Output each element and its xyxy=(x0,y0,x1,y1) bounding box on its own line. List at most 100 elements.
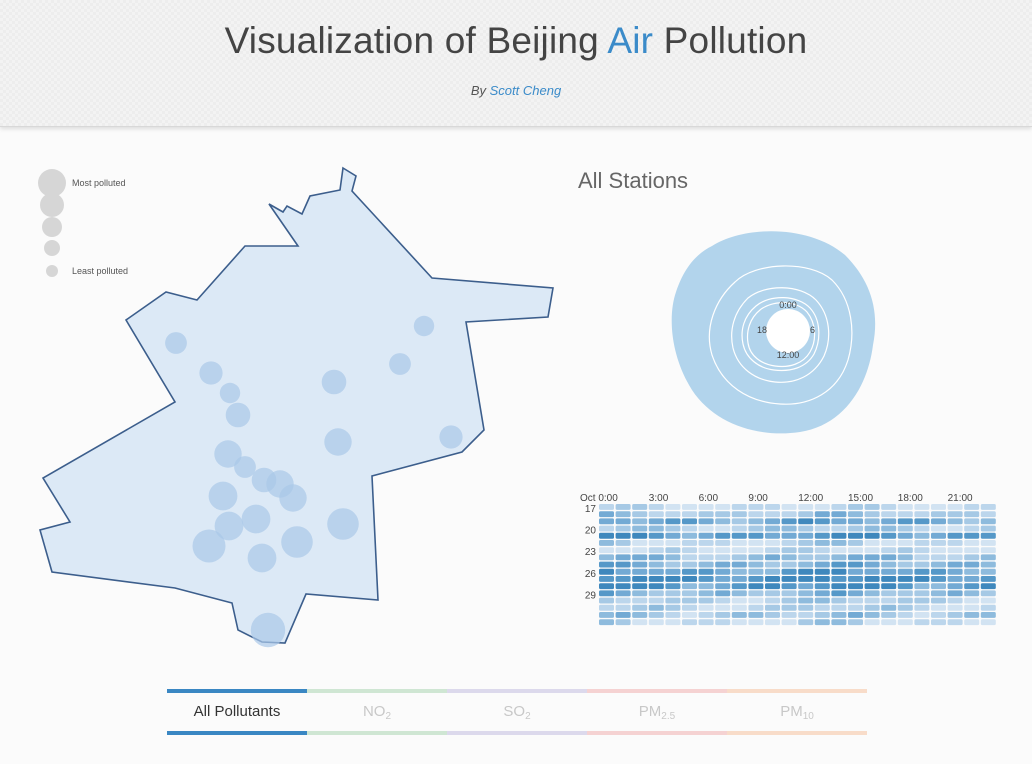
heatmap-cell[interactable] xyxy=(599,540,614,546)
heatmap-cell[interactable] xyxy=(698,532,714,539)
heatmap-cell[interactable] xyxy=(831,525,847,532)
heatmap-cell[interactable] xyxy=(648,525,664,532)
heatmap-cell[interactable] xyxy=(748,568,764,575)
heatmap-cell[interactable] xyxy=(964,547,980,554)
heatmap-cell[interactable] xyxy=(781,511,797,518)
heatmap-cell[interactable] xyxy=(848,532,863,539)
heatmap-cell[interactable] xyxy=(781,612,797,618)
heatmap-cell[interactable] xyxy=(864,511,880,518)
heatmap-cell[interactable] xyxy=(864,532,880,539)
heatmap-cell[interactable] xyxy=(748,532,764,539)
heatmap-cell[interactable] xyxy=(947,518,963,525)
heatmap-cell[interactable] xyxy=(814,561,830,568)
heatmap-cell[interactable] xyxy=(980,511,996,518)
heatmap-cell[interactable] xyxy=(980,597,996,604)
tab-pollutant-1[interactable]: NO2 xyxy=(307,689,447,735)
heatmap-cell[interactable] xyxy=(599,525,614,532)
heatmap-cell[interactable] xyxy=(947,540,963,546)
heatmap-cell[interactable] xyxy=(665,612,681,618)
heatmap-cell[interactable] xyxy=(615,525,631,532)
heatmap-cell[interactable] xyxy=(881,525,897,532)
heatmap-cell[interactable] xyxy=(599,504,614,510)
heatmap-cell[interactable] xyxy=(599,597,614,604)
heatmap-cell[interactable] xyxy=(731,518,747,525)
heatmap-cell[interactable] xyxy=(748,612,764,618)
heatmap-cell[interactable] xyxy=(931,583,946,590)
heatmap-cell[interactable] xyxy=(914,568,930,575)
heatmap-cell[interactable] xyxy=(831,540,847,546)
heatmap-cell[interactable] xyxy=(599,532,614,539)
heatmap-cell[interactable] xyxy=(748,504,764,510)
heatmap-cell[interactable] xyxy=(964,511,980,518)
heatmap-cell[interactable] xyxy=(980,525,996,532)
heatmap-cell[interactable] xyxy=(698,576,714,582)
station-bubble[interactable] xyxy=(439,425,463,449)
heatmap-cell[interactable] xyxy=(715,511,731,518)
heatmap-cell[interactable] xyxy=(831,561,847,568)
heatmap-cell[interactable] xyxy=(964,583,980,590)
heatmap-cell[interactable] xyxy=(831,590,847,597)
station-bubble[interactable] xyxy=(241,504,271,534)
heatmap-cell[interactable] xyxy=(715,547,731,554)
station-bubble[interactable] xyxy=(219,382,241,404)
heatmap-cell[interactable] xyxy=(731,540,747,546)
station-bubble[interactable] xyxy=(389,353,411,375)
heatmap-cell[interactable] xyxy=(632,619,648,626)
heatmap-cell[interactable] xyxy=(648,561,664,568)
heatmap-cell[interactable] xyxy=(748,547,764,554)
heatmap-cell[interactable] xyxy=(715,612,731,618)
station-bubble[interactable] xyxy=(321,369,347,395)
heatmap-cell[interactable] xyxy=(731,583,747,590)
heatmap-cell[interactable] xyxy=(798,554,814,561)
heatmap-cell[interactable] xyxy=(781,504,797,510)
heatmap-cell[interactable] xyxy=(765,554,780,561)
heatmap-cell[interactable] xyxy=(964,597,980,604)
heatmap-cell[interactable] xyxy=(931,511,946,518)
heatmap-cell[interactable] xyxy=(947,590,963,597)
heatmap-cell[interactable] xyxy=(765,590,780,597)
station-bubble[interactable] xyxy=(214,440,242,468)
heatmap-cell[interactable] xyxy=(765,604,780,611)
heatmap-cell[interactable] xyxy=(980,532,996,539)
heatmap-cell[interactable] xyxy=(964,518,980,525)
heatmap-cell[interactable] xyxy=(698,554,714,561)
heatmap-cell[interactable] xyxy=(781,540,797,546)
heatmap-cell[interactable] xyxy=(831,532,847,539)
heatmap-cell[interactable] xyxy=(715,604,731,611)
heatmap-cell[interactable] xyxy=(599,612,614,618)
heatmap-cell[interactable] xyxy=(931,518,946,525)
heatmap-cell[interactable] xyxy=(665,518,681,525)
heatmap-cell[interactable] xyxy=(682,525,697,532)
heatmap-cell[interactable] xyxy=(731,525,747,532)
heatmap-cell[interactable] xyxy=(864,568,880,575)
heatmap-cell[interactable] xyxy=(897,540,913,546)
heatmap-cell[interactable] xyxy=(914,597,930,604)
heatmap-cell[interactable] xyxy=(848,547,863,554)
heatmap-cell[interactable] xyxy=(682,576,697,582)
heatmap-cell[interactable] xyxy=(881,532,897,539)
heatmap-cell[interactable] xyxy=(897,525,913,532)
heatmap-cell[interactable] xyxy=(665,568,681,575)
heatmap-cell[interactable] xyxy=(698,525,714,532)
heatmap-cell[interactable] xyxy=(931,532,946,539)
heatmap-cell[interactable] xyxy=(848,525,863,532)
heatmap-cell[interactable] xyxy=(881,576,897,582)
heatmap-cell[interactable] xyxy=(748,604,764,611)
heatmap-cell[interactable] xyxy=(765,568,780,575)
heatmap-cell[interactable] xyxy=(665,583,681,590)
heatmap-cell[interactable] xyxy=(698,612,714,618)
heatmap-cell[interactable] xyxy=(731,532,747,539)
author-link[interactable]: Scott Cheng xyxy=(489,83,562,98)
heatmap-cell[interactable] xyxy=(648,532,664,539)
tab-pollutant-4[interactable]: PM10 xyxy=(727,689,867,735)
heatmap-cell[interactable] xyxy=(931,612,946,618)
heatmap-cell[interactable] xyxy=(648,511,664,518)
heatmap-cell[interactable] xyxy=(615,540,631,546)
heatmap-cell[interactable] xyxy=(980,590,996,597)
heatmap-cell[interactable] xyxy=(665,547,681,554)
heatmap-cell[interactable] xyxy=(798,590,814,597)
heatmap-cell[interactable] xyxy=(964,590,980,597)
heatmap-cell[interactable] xyxy=(931,554,946,561)
station-bubble[interactable] xyxy=(324,428,352,456)
heatmap-cell[interactable] xyxy=(881,619,897,626)
